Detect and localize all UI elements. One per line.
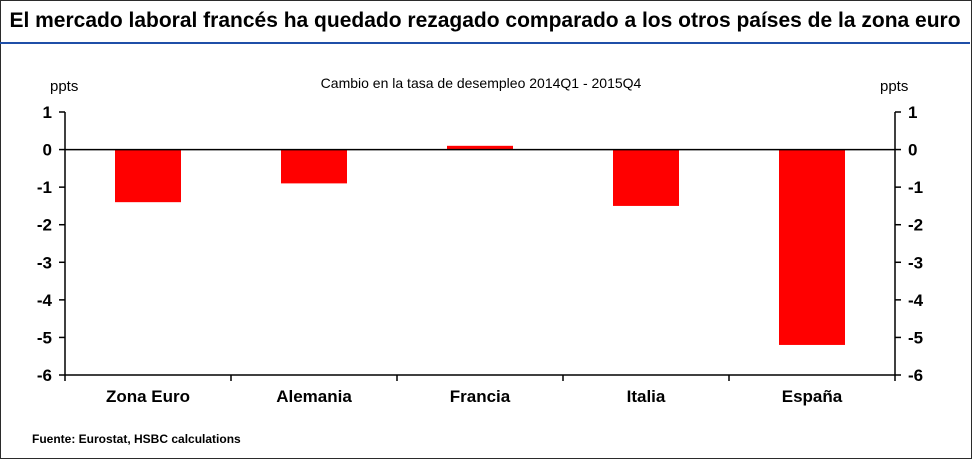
y-tick-label-right: -2 — [908, 216, 923, 235]
y-tick-label-left: -5 — [37, 328, 52, 347]
y-tick-label-right: -3 — [908, 253, 923, 272]
chart-bars — [65, 145, 895, 345]
chart-subtitle: Cambio en la tasa de desempleo 2014Q1 - … — [321, 75, 642, 91]
x-category-label: Zona Euro — [106, 387, 190, 406]
bar — [281, 149, 347, 184]
bar — [447, 145, 513, 150]
y-tick-label-left: -3 — [37, 253, 52, 272]
y-tick-label-right: -5 — [908, 328, 923, 347]
y-tick-label-right: 0 — [908, 141, 917, 160]
y-tick-label-right: -6 — [908, 366, 923, 385]
y-tick-label-left: -2 — [37, 216, 52, 235]
x-category-label: Francia — [450, 387, 511, 406]
x-category-label: Italia — [627, 387, 666, 406]
y-tick-label-right: -4 — [908, 291, 924, 310]
title-divider — [0, 42, 970, 44]
chart-labels: 1 1 0 0 -1 -1 -2 -2 -3 -3 -4 -4 -5 -5 -6 -6 Zona Euro Ale… — [37, 103, 924, 406]
y-axis-unit-right: ppts — [880, 78, 908, 95]
y-tick-label-right: -1 — [908, 178, 923, 197]
bar — [779, 149, 845, 345]
y-tick-label-left: -1 — [37, 178, 52, 197]
y-tick-label-left: 0 — [43, 141, 52, 160]
y-tick-label-left: -4 — [37, 291, 53, 310]
y-tick-label-left: -6 — [37, 366, 52, 385]
page-title: El mercado laboral francés ha quedado re… — [9, 9, 961, 32]
y-tick-label-left: 1 — [43, 103, 52, 122]
x-category-label: Alemania — [276, 387, 352, 406]
y-axis-unit-left: ppts — [50, 78, 78, 95]
source-note: Fuente: Eurostat, HSBC calculations — [32, 432, 241, 446]
bar — [613, 149, 679, 206]
y-tick-label-right: 1 — [908, 103, 917, 122]
bar — [115, 149, 181, 203]
chart-axes — [59, 111, 901, 381]
x-category-label: España — [782, 387, 843, 406]
